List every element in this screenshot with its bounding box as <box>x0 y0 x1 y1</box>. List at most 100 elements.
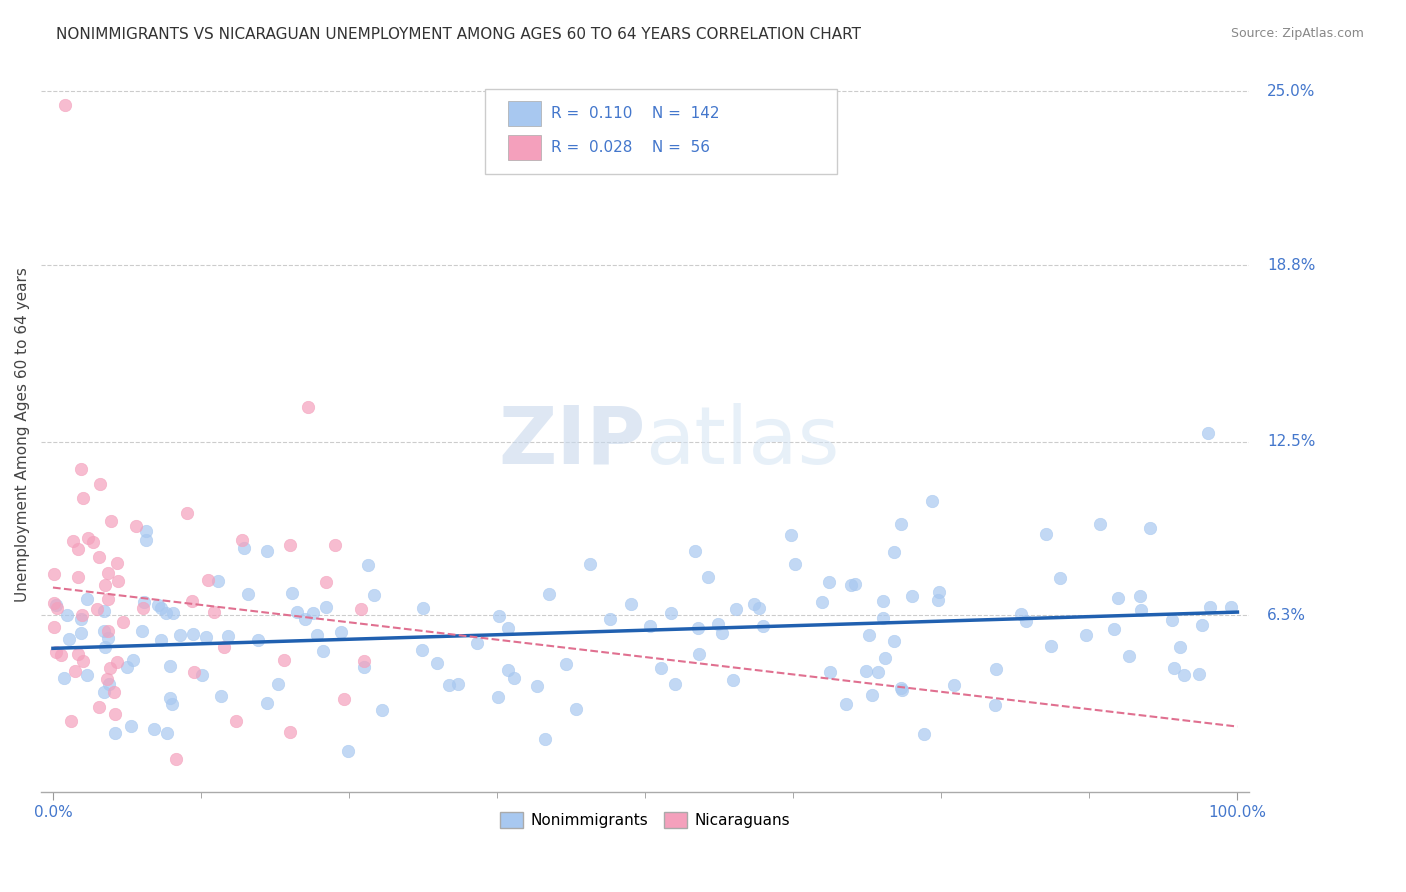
Point <box>1010 607 1032 621</box>
Point <box>353 660 375 674</box>
Point <box>1197 426 1219 441</box>
Point <box>1163 661 1185 675</box>
Point <box>437 678 460 692</box>
Point <box>70 462 93 476</box>
Point <box>150 632 173 647</box>
Point <box>1161 613 1184 627</box>
Point <box>363 588 385 602</box>
Point <box>89 476 111 491</box>
Point <box>181 627 204 641</box>
Point <box>72 491 94 505</box>
Point <box>1168 640 1191 654</box>
Point <box>860 688 883 702</box>
Point <box>1088 517 1111 532</box>
Point <box>1187 667 1209 681</box>
Point <box>883 634 905 648</box>
Point <box>496 621 519 635</box>
Point <box>89 700 111 714</box>
Point <box>93 624 115 639</box>
Point <box>56 607 79 622</box>
Point <box>76 592 98 607</box>
Point <box>752 619 775 633</box>
Point <box>697 569 720 583</box>
Point <box>120 719 142 733</box>
Point <box>811 595 834 609</box>
Point <box>45 599 67 613</box>
Point <box>100 515 122 529</box>
Point <box>785 557 807 571</box>
Point <box>579 557 602 571</box>
Point <box>280 586 302 600</box>
Point <box>62 534 84 549</box>
Point <box>1191 618 1213 632</box>
Point <box>214 640 236 655</box>
Point <box>834 697 856 711</box>
Point <box>70 612 93 626</box>
Point <box>1118 648 1140 663</box>
Point <box>59 714 82 729</box>
Point <box>256 697 278 711</box>
Point <box>233 541 256 555</box>
Text: 18.8%: 18.8% <box>1267 258 1316 273</box>
Point <box>664 677 686 691</box>
Point <box>315 574 337 589</box>
Point <box>503 671 526 685</box>
Point <box>159 659 181 673</box>
Point <box>103 707 125 722</box>
Point <box>197 574 219 588</box>
Point <box>115 660 138 674</box>
Point <box>49 648 72 662</box>
Point <box>301 607 323 621</box>
Point <box>686 622 709 636</box>
Point <box>107 557 129 571</box>
Point <box>780 528 803 542</box>
Y-axis label: Unemployment Among Ages 60 to 64 years: Unemployment Among Ages 60 to 64 years <box>15 268 30 602</box>
Point <box>323 538 346 552</box>
Point <box>333 691 356 706</box>
Text: 6.3%: 6.3% <box>1267 608 1306 623</box>
Point <box>315 599 337 614</box>
Point <box>488 609 510 624</box>
Point <box>371 703 394 717</box>
Point <box>412 600 434 615</box>
Point <box>76 668 98 682</box>
Point <box>125 518 148 533</box>
Point <box>131 624 153 638</box>
Point <box>231 533 253 547</box>
Point <box>87 549 110 564</box>
Point <box>93 684 115 698</box>
Point <box>467 635 489 649</box>
Point <box>107 574 129 588</box>
Text: NONIMMIGRANTS VS NICARAGUAN UNEMPLOYMENT AMONG AGES 60 TO 64 YEARS CORRELATION C: NONIMMIGRANTS VS NICARAGUAN UNEMPLOYMENT… <box>56 27 862 42</box>
Point <box>565 702 588 716</box>
Point <box>1129 589 1152 603</box>
Point <box>1074 628 1097 642</box>
Point <box>839 578 862 592</box>
Point <box>97 566 120 580</box>
Point <box>818 575 841 590</box>
Legend: Nonimmigrants, Nicaraguans: Nonimmigrants, Nicaraguans <box>494 806 796 834</box>
Point <box>872 593 894 607</box>
Point <box>855 664 877 678</box>
Text: Source: ZipAtlas.com: Source: ZipAtlas.com <box>1230 27 1364 40</box>
Point <box>105 655 128 669</box>
Point <box>165 752 187 766</box>
Point <box>534 732 557 747</box>
Point <box>97 631 120 645</box>
Point <box>94 640 117 654</box>
Point <box>132 600 155 615</box>
Point <box>183 665 205 679</box>
Point <box>93 604 115 618</box>
Point <box>912 727 935 741</box>
Point <box>683 544 706 558</box>
Point <box>1035 527 1057 541</box>
Point <box>103 685 125 699</box>
Point <box>52 671 75 685</box>
Point <box>538 587 561 601</box>
Point <box>1015 614 1038 628</box>
Point <box>311 644 333 658</box>
Point <box>1102 622 1125 636</box>
Point <box>135 533 157 548</box>
Point <box>69 626 91 640</box>
Point <box>246 632 269 647</box>
